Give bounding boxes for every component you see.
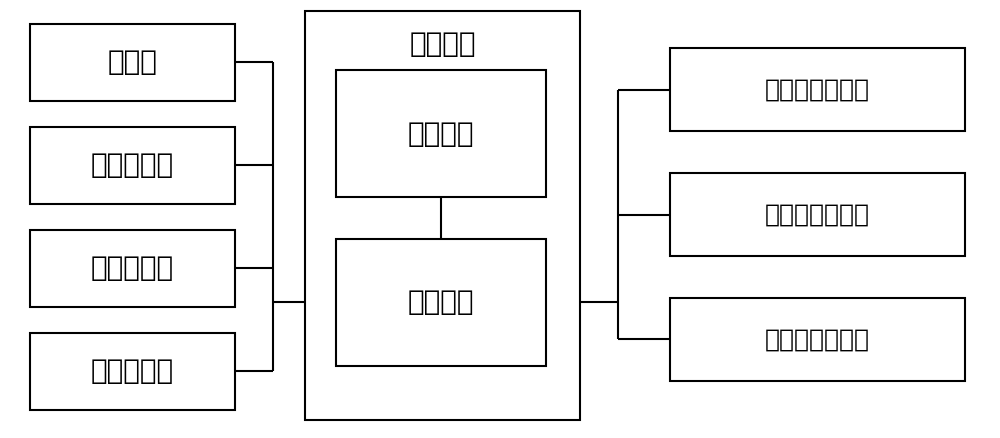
Text: 第一温度传感器: 第一温度传感器	[765, 78, 870, 102]
Text: 第三电磁环: 第三电磁环	[91, 357, 174, 385]
Text: 控制单元: 控制单元	[409, 30, 476, 58]
FancyBboxPatch shape	[670, 173, 965, 256]
Text: 流量计: 流量计	[108, 49, 157, 76]
FancyBboxPatch shape	[30, 333, 235, 410]
Text: 采集模块: 采集模块	[408, 288, 474, 316]
Text: 第二温度传感器: 第二温度传感器	[765, 203, 870, 226]
FancyBboxPatch shape	[30, 24, 235, 101]
FancyBboxPatch shape	[305, 11, 580, 420]
FancyBboxPatch shape	[336, 239, 546, 366]
Text: 第二电磁环: 第二电磁环	[91, 254, 174, 282]
FancyBboxPatch shape	[670, 298, 965, 381]
Text: 处理模块: 处理模块	[408, 120, 474, 148]
Text: 第一电磁环: 第一电磁环	[91, 152, 174, 179]
FancyBboxPatch shape	[336, 70, 546, 197]
FancyBboxPatch shape	[670, 48, 965, 131]
FancyBboxPatch shape	[30, 230, 235, 307]
Text: 一氧化碳检测仪: 一氧化碳检测仪	[765, 328, 870, 351]
FancyBboxPatch shape	[30, 127, 235, 204]
